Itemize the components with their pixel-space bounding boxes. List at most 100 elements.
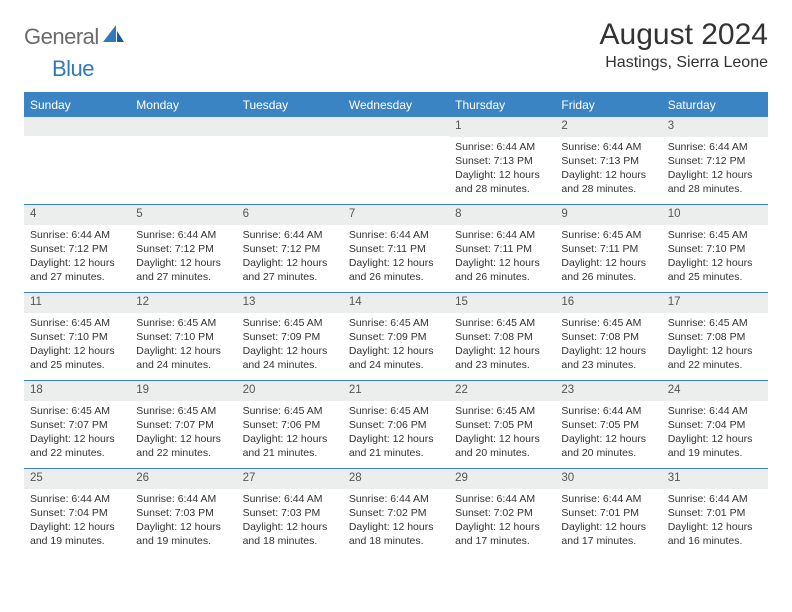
sunset-text: Sunset: 7:02 PM (349, 506, 443, 520)
day-details: Sunrise: 6:45 AMSunset: 7:10 PMDaylight:… (24, 313, 130, 377)
day-number: 31 (662, 469, 768, 489)
calendar-day-cell: 5Sunrise: 6:44 AMSunset: 7:12 PMDaylight… (130, 205, 236, 293)
day-details: Sunrise: 6:44 AMSunset: 7:04 PMDaylight:… (24, 489, 130, 553)
sunset-text: Sunset: 7:13 PM (561, 154, 655, 168)
daylight-text: Daylight: 12 hours and 20 minutes. (561, 432, 655, 460)
day-details: Sunrise: 6:45 AMSunset: 7:10 PMDaylight:… (662, 225, 768, 289)
sunset-text: Sunset: 7:01 PM (561, 506, 655, 520)
sunset-text: Sunset: 7:08 PM (561, 330, 655, 344)
day-details: Sunrise: 6:44 AMSunset: 7:12 PMDaylight:… (130, 225, 236, 289)
sunrise-text: Sunrise: 6:44 AM (561, 140, 655, 154)
day-details: Sunrise: 6:44 AMSunset: 7:02 PMDaylight:… (343, 489, 449, 553)
calendar-day-cell: 26Sunrise: 6:44 AMSunset: 7:03 PMDayligh… (130, 469, 236, 557)
weekday-header: Saturday (662, 93, 768, 117)
sunset-text: Sunset: 7:08 PM (668, 330, 762, 344)
day-number: 20 (237, 381, 343, 401)
sunrise-text: Sunrise: 6:44 AM (136, 228, 230, 242)
logo-text-general: General (24, 24, 99, 50)
weekday-header: Thursday (449, 93, 555, 117)
sunset-text: Sunset: 7:13 PM (455, 154, 549, 168)
sunrise-text: Sunrise: 6:44 AM (349, 228, 443, 242)
day-number: 3 (662, 117, 768, 137)
day-details: Sunrise: 6:44 AMSunset: 7:01 PMDaylight:… (555, 489, 661, 553)
daylight-text: Daylight: 12 hours and 20 minutes. (455, 432, 549, 460)
day-details: Sunrise: 6:45 AMSunset: 7:06 PMDaylight:… (343, 401, 449, 465)
calendar-day-cell: 2Sunrise: 6:44 AMSunset: 7:13 PMDaylight… (555, 117, 661, 205)
daylight-text: Daylight: 12 hours and 27 minutes. (136, 256, 230, 284)
calendar-day-cell: 30Sunrise: 6:44 AMSunset: 7:01 PMDayligh… (555, 469, 661, 557)
sunrise-text: Sunrise: 6:44 AM (243, 228, 337, 242)
weekday-header: Monday (130, 93, 236, 117)
calendar-day-cell: 19Sunrise: 6:45 AMSunset: 7:07 PMDayligh… (130, 381, 236, 469)
daylight-text: Daylight: 12 hours and 18 minutes. (243, 520, 337, 548)
day-details: Sunrise: 6:44 AMSunset: 7:13 PMDaylight:… (449, 137, 555, 201)
sunset-text: Sunset: 7:11 PM (349, 242, 443, 256)
daylight-text: Daylight: 12 hours and 24 minutes. (243, 344, 337, 372)
calendar-day-cell: 13Sunrise: 6:45 AMSunset: 7:09 PMDayligh… (237, 293, 343, 381)
sunrise-text: Sunrise: 6:45 AM (561, 316, 655, 330)
sunset-text: Sunset: 7:03 PM (136, 506, 230, 520)
daylight-text: Daylight: 12 hours and 28 minutes. (668, 168, 762, 196)
calendar-day-cell: 21Sunrise: 6:45 AMSunset: 7:06 PMDayligh… (343, 381, 449, 469)
day-details: Sunrise: 6:44 AMSunset: 7:11 PMDaylight:… (343, 225, 449, 289)
sunrise-text: Sunrise: 6:45 AM (136, 404, 230, 418)
day-details: Sunrise: 6:45 AMSunset: 7:08 PMDaylight:… (662, 313, 768, 377)
calendar-page: General August 2024 Hastings, Sierra Leo… (0, 0, 792, 575)
calendar-day-cell: 8Sunrise: 6:44 AMSunset: 7:11 PMDaylight… (449, 205, 555, 293)
day-number: 25 (24, 469, 130, 489)
daylight-text: Daylight: 12 hours and 23 minutes. (561, 344, 655, 372)
sunset-text: Sunset: 7:11 PM (455, 242, 549, 256)
calendar-day-cell: 20Sunrise: 6:45 AMSunset: 7:06 PMDayligh… (237, 381, 343, 469)
day-number: 23 (555, 381, 661, 401)
day-number: 17 (662, 293, 768, 313)
sunset-text: Sunset: 7:08 PM (455, 330, 549, 344)
daylight-text: Daylight: 12 hours and 22 minutes. (668, 344, 762, 372)
daylight-text: Daylight: 12 hours and 21 minutes. (349, 432, 443, 460)
sunset-text: Sunset: 7:07 PM (136, 418, 230, 432)
daylight-text: Daylight: 12 hours and 22 minutes. (30, 432, 124, 460)
logo: General (24, 18, 127, 50)
day-number: 29 (449, 469, 555, 489)
daylight-text: Daylight: 12 hours and 27 minutes. (30, 256, 124, 284)
daylight-text: Daylight: 12 hours and 26 minutes. (455, 256, 549, 284)
day-number (24, 117, 130, 136)
day-number: 4 (24, 205, 130, 225)
daylight-text: Daylight: 12 hours and 25 minutes. (668, 256, 762, 284)
logo-text-blue: Blue (52, 56, 94, 81)
sunrise-text: Sunrise: 6:45 AM (668, 316, 762, 330)
calendar-table: Sunday Monday Tuesday Wednesday Thursday… (24, 92, 768, 557)
sunrise-text: Sunrise: 6:44 AM (668, 140, 762, 154)
day-details: Sunrise: 6:45 AMSunset: 7:11 PMDaylight:… (555, 225, 661, 289)
calendar-day-cell (237, 117, 343, 205)
daylight-text: Daylight: 12 hours and 26 minutes. (349, 256, 443, 284)
calendar-day-cell: 6Sunrise: 6:44 AMSunset: 7:12 PMDaylight… (237, 205, 343, 293)
day-number: 15 (449, 293, 555, 313)
calendar-day-cell: 3Sunrise: 6:44 AMSunset: 7:12 PMDaylight… (662, 117, 768, 205)
day-number: 16 (555, 293, 661, 313)
calendar-day-cell: 14Sunrise: 6:45 AMSunset: 7:09 PMDayligh… (343, 293, 449, 381)
day-number (343, 117, 449, 136)
calendar-day-cell: 17Sunrise: 6:45 AMSunset: 7:08 PMDayligh… (662, 293, 768, 381)
day-number: 18 (24, 381, 130, 401)
day-details: Sunrise: 6:45 AMSunset: 7:07 PMDaylight:… (24, 401, 130, 465)
sunset-text: Sunset: 7:06 PM (243, 418, 337, 432)
day-number: 28 (343, 469, 449, 489)
day-number: 12 (130, 293, 236, 313)
calendar-day-cell: 24Sunrise: 6:44 AMSunset: 7:04 PMDayligh… (662, 381, 768, 469)
sunrise-text: Sunrise: 6:44 AM (455, 492, 549, 506)
daylight-text: Daylight: 12 hours and 24 minutes. (136, 344, 230, 372)
daylight-text: Daylight: 12 hours and 23 minutes. (455, 344, 549, 372)
sunrise-text: Sunrise: 6:44 AM (349, 492, 443, 506)
sunset-text: Sunset: 7:04 PM (668, 418, 762, 432)
daylight-text: Daylight: 12 hours and 18 minutes. (349, 520, 443, 548)
sunset-text: Sunset: 7:09 PM (243, 330, 337, 344)
weekday-header-row: Sunday Monday Tuesday Wednesday Thursday… (24, 93, 768, 117)
daylight-text: Daylight: 12 hours and 19 minutes. (136, 520, 230, 548)
day-number: 7 (343, 205, 449, 225)
calendar-day-cell: 18Sunrise: 6:45 AMSunset: 7:07 PMDayligh… (24, 381, 130, 469)
day-number: 26 (130, 469, 236, 489)
day-number: 5 (130, 205, 236, 225)
daylight-text: Daylight: 12 hours and 17 minutes. (561, 520, 655, 548)
day-details: Sunrise: 6:45 AMSunset: 7:07 PMDaylight:… (130, 401, 236, 465)
calendar-day-cell: 29Sunrise: 6:44 AMSunset: 7:02 PMDayligh… (449, 469, 555, 557)
